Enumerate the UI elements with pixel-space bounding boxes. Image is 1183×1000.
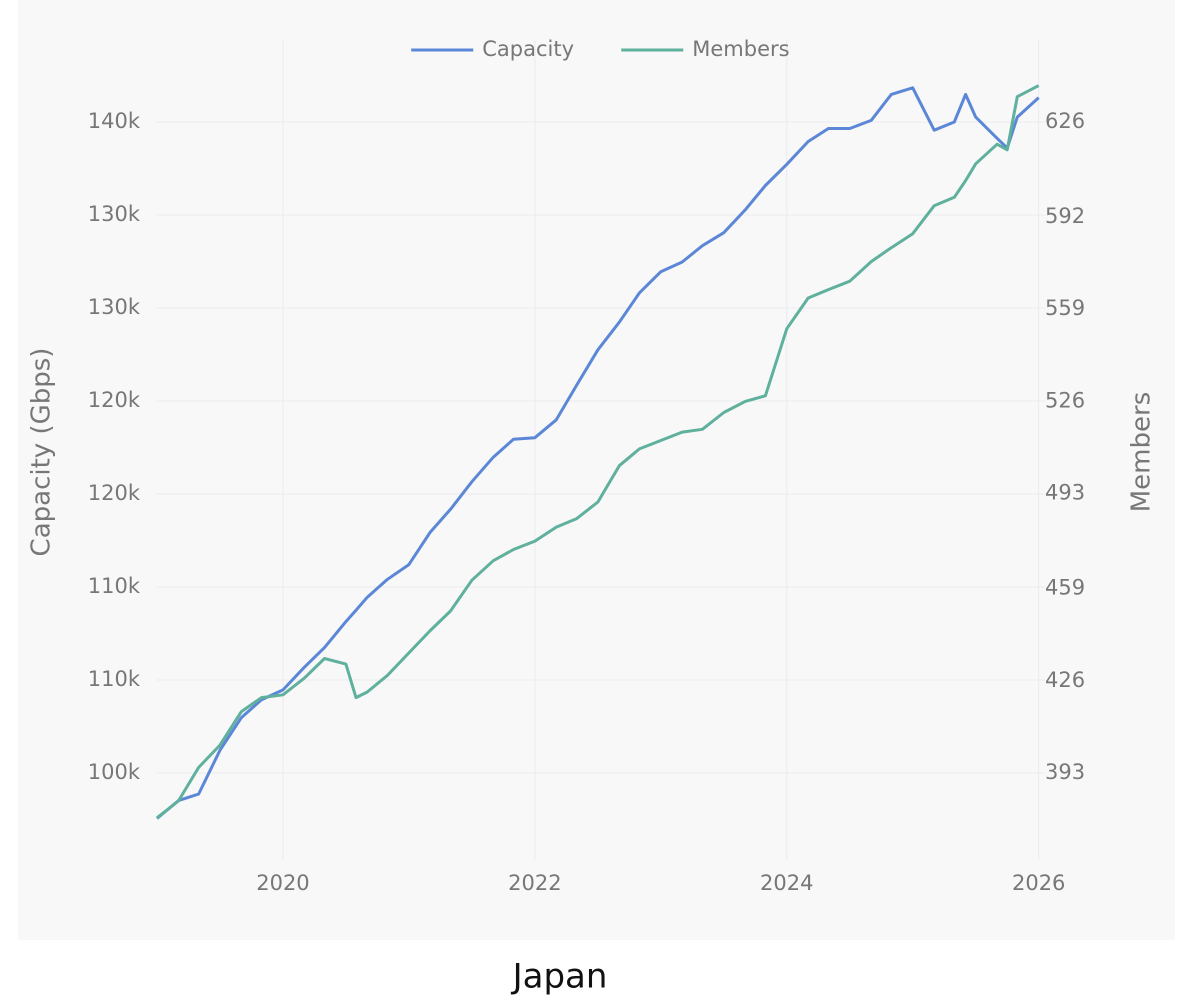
y2-tick-label: 493 (1045, 481, 1085, 505)
y-tick-label: 140k (88, 109, 141, 133)
x-tick-label: 2024 (760, 871, 813, 895)
y-tick-label: 120k (88, 388, 141, 412)
y-tick-label: 110k (88, 667, 141, 691)
y-tick-label: 120k (88, 481, 141, 505)
legend-label: Capacity (482, 37, 574, 61)
y-tick-label: 110k (88, 574, 141, 598)
x-tick-label: 2020 (256, 871, 309, 895)
y2-tick-label: 592 (1045, 204, 1085, 228)
x-tick-label: 2022 (508, 871, 561, 895)
y2-axis-title: Members (1127, 392, 1157, 513)
y2-tick-label: 526 (1045, 388, 1085, 412)
y2-tick-label: 559 (1045, 296, 1085, 320)
y2-tick-label: 426 (1045, 668, 1085, 692)
y2-tick-label: 459 (1045, 576, 1085, 600)
y-tick-label: 100k (88, 760, 141, 784)
chart-title: Japan (511, 957, 608, 997)
x-tick-label: 2026 (1012, 871, 1065, 895)
y-tick-label: 130k (88, 202, 141, 226)
series-line (156, 84, 1040, 819)
series-line (156, 86, 1040, 820)
y-tick-label: 130k (88, 295, 141, 319)
y-axis-title: Capacity (Gbps) (27, 348, 57, 557)
y2-tick-label: 393 (1045, 760, 1085, 784)
legend-label: Members (692, 37, 789, 61)
y2-tick-label: 626 (1045, 109, 1085, 133)
